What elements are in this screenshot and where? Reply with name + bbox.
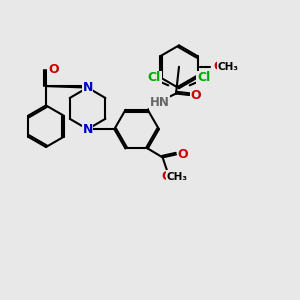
Text: HN: HN [150,96,169,109]
Text: Cl: Cl [148,71,161,84]
Text: Cl: Cl [197,71,210,84]
Text: O: O [190,88,201,101]
Text: O: O [177,148,188,161]
Text: O: O [213,60,224,73]
Text: O: O [162,170,172,183]
Text: O: O [48,63,59,76]
Text: CH₃: CH₃ [218,62,239,72]
Text: N: N [82,123,93,136]
Text: N: N [82,81,93,94]
Text: CH₃: CH₃ [167,172,188,182]
Text: N: N [82,80,93,93]
